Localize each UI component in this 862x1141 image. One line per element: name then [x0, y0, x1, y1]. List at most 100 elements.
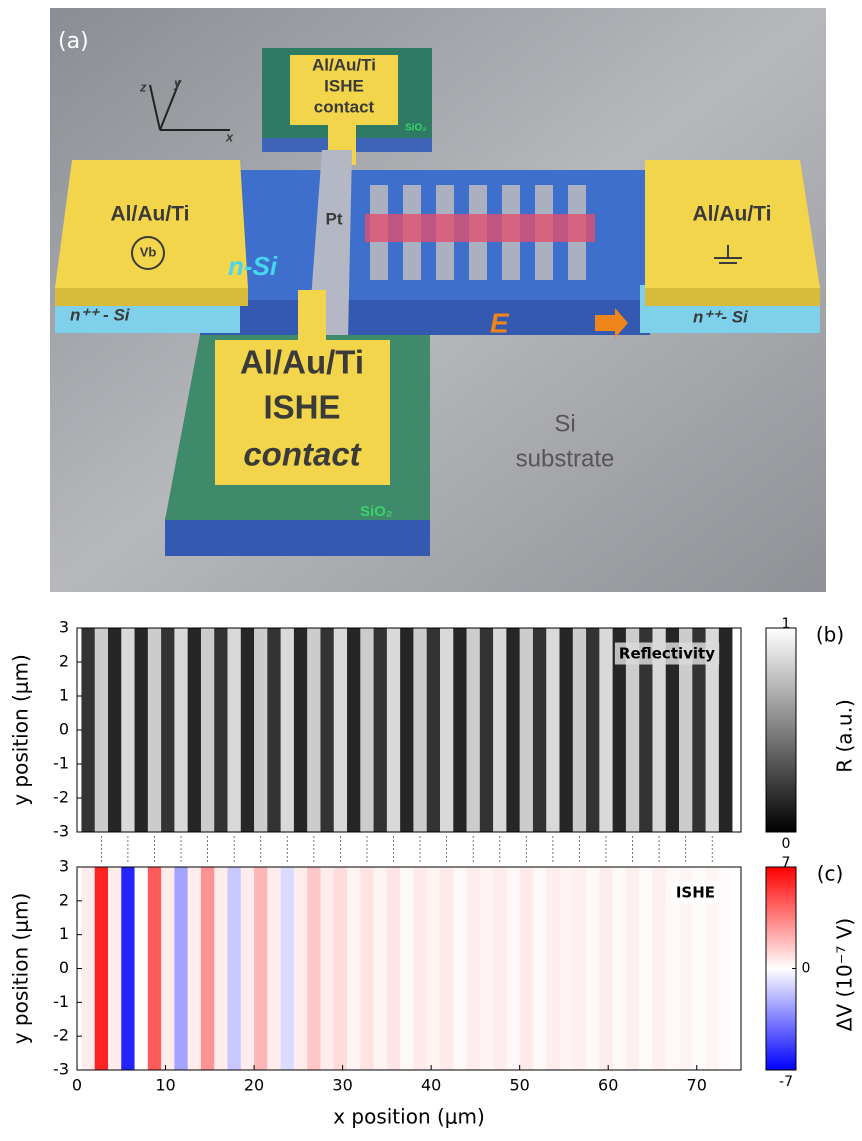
annotation: Reflectivity — [619, 645, 715, 663]
heat-cell — [453, 628, 467, 832]
heat-cell — [374, 867, 388, 1070]
heat-cell — [467, 628, 481, 832]
heat-cell — [228, 867, 242, 1070]
heat-cell — [520, 628, 534, 832]
y-tick-label: 0 — [59, 720, 69, 739]
axis-name: x — [225, 129, 234, 144]
heat-cell — [214, 628, 228, 832]
heat-cell — [161, 867, 175, 1070]
contact-label: contact — [243, 436, 362, 473]
heat-cell — [334, 628, 348, 832]
heat-cell — [586, 867, 600, 1070]
heat-cell — [573, 867, 587, 1070]
heat-cell — [506, 628, 520, 832]
heat-cell — [161, 628, 175, 832]
y-tick-label: -3 — [53, 1060, 69, 1079]
heat-cell — [188, 628, 202, 832]
y-tick-label: -1 — [53, 992, 69, 1011]
contact-label: Al/Au/Ti — [240, 344, 364, 381]
heat-cell — [254, 867, 268, 1070]
colorbar-label: ΔV (10⁻⁷ V) — [833, 918, 857, 1031]
panel-a: (a) x y z Al/Au/Ti ISHE contact SiO₂ Al/… — [50, 8, 826, 592]
annotation: ISHE — [676, 884, 715, 902]
panel-label: (b) — [816, 623, 844, 647]
y-tick-label: 1 — [59, 924, 69, 943]
x-tick-label: 40 — [421, 1076, 441, 1095]
heat-cell — [652, 867, 666, 1070]
substrate-label: substrate — [516, 445, 615, 472]
pad-label: Al/Au/Ti — [693, 203, 772, 226]
channel-label: n-Si — [228, 251, 278, 281]
y-tick-label: -2 — [53, 1026, 69, 1045]
axis-name: z — [139, 79, 147, 94]
field-label: E — [490, 307, 510, 338]
heat-cell — [254, 628, 268, 832]
panel-label: (c) — [817, 862, 844, 886]
colorbar-tick-label: 0 — [802, 961, 811, 977]
heat-cell — [520, 867, 534, 1070]
y-tick-label: 3 — [59, 618, 69, 637]
contact-label: contact — [314, 97, 375, 116]
heat-cell — [320, 867, 334, 1070]
colorbar-label: R (a.u.) — [833, 699, 857, 773]
y-tick-label: 2 — [59, 890, 69, 909]
heat-cell — [533, 867, 547, 1070]
laser-band — [365, 214, 595, 242]
pad-label: Al/Au/Ti — [111, 203, 190, 226]
y-tick-label: -3 — [53, 822, 69, 841]
heat-cell — [347, 628, 361, 832]
stripe-label: Pt — [326, 209, 343, 228]
colorbar — [766, 628, 796, 832]
heat-cell — [387, 628, 401, 832]
heat-cell — [560, 628, 574, 832]
doping-label: n⁺⁺- Si — [693, 307, 749, 326]
heat-cell — [546, 867, 560, 1070]
contact-label: Al/Au/Ti — [312, 55, 376, 74]
heat-cell — [241, 867, 255, 1070]
oxide-label: SiO₂ — [405, 123, 427, 134]
heat-cell — [108, 628, 122, 832]
colorbar-tick-label: -7 — [779, 1074, 793, 1090]
heat-cell — [400, 867, 414, 1070]
gold-front — [55, 288, 248, 306]
heat-cell — [294, 867, 308, 1070]
heat-cell — [719, 628, 733, 832]
colorbar-tick-label: 0 — [782, 836, 791, 852]
heat-cell — [493, 628, 507, 832]
heat-cell — [267, 867, 281, 1070]
heat-cell — [228, 628, 242, 832]
heat-cell — [148, 628, 162, 832]
x-tick-label: 0 — [72, 1076, 82, 1095]
heat-cell — [360, 867, 374, 1070]
heat-cell — [307, 628, 321, 832]
contact-label: ISHE — [324, 76, 364, 95]
x-axis-label: x position (μm) — [333, 1105, 485, 1129]
heat-cell — [148, 867, 162, 1070]
heat-cell — [480, 628, 494, 832]
y-tick-label: 2 — [59, 652, 69, 671]
heat-cell — [334, 867, 348, 1070]
heat-cell — [174, 867, 188, 1070]
gold-lead — [298, 290, 326, 345]
heat-cell — [347, 867, 361, 1070]
heat-cell — [719, 867, 733, 1070]
heat-cell — [294, 628, 308, 832]
heat-cell — [95, 867, 109, 1070]
heat-cell — [201, 628, 215, 832]
colorbar-tick-label: 7 — [782, 855, 791, 871]
heat-cell — [241, 628, 255, 832]
heat-cell — [81, 867, 95, 1070]
doping-label: n⁺⁺ - Si — [70, 305, 131, 324]
heat-cell — [413, 628, 427, 832]
colorbar-tick-label: 1 — [782, 616, 791, 632]
heat-cell — [374, 628, 388, 832]
heat-cell — [400, 628, 414, 832]
heat-cell — [453, 867, 467, 1070]
heat-cell — [201, 867, 215, 1070]
heat-cell — [493, 867, 507, 1070]
x-tick-label: 50 — [509, 1076, 529, 1095]
y-tick-label: 1 — [59, 686, 69, 705]
x-tick-label: 60 — [598, 1076, 618, 1095]
heat-cell — [81, 628, 95, 832]
y-tick-label: 3 — [59, 857, 69, 876]
